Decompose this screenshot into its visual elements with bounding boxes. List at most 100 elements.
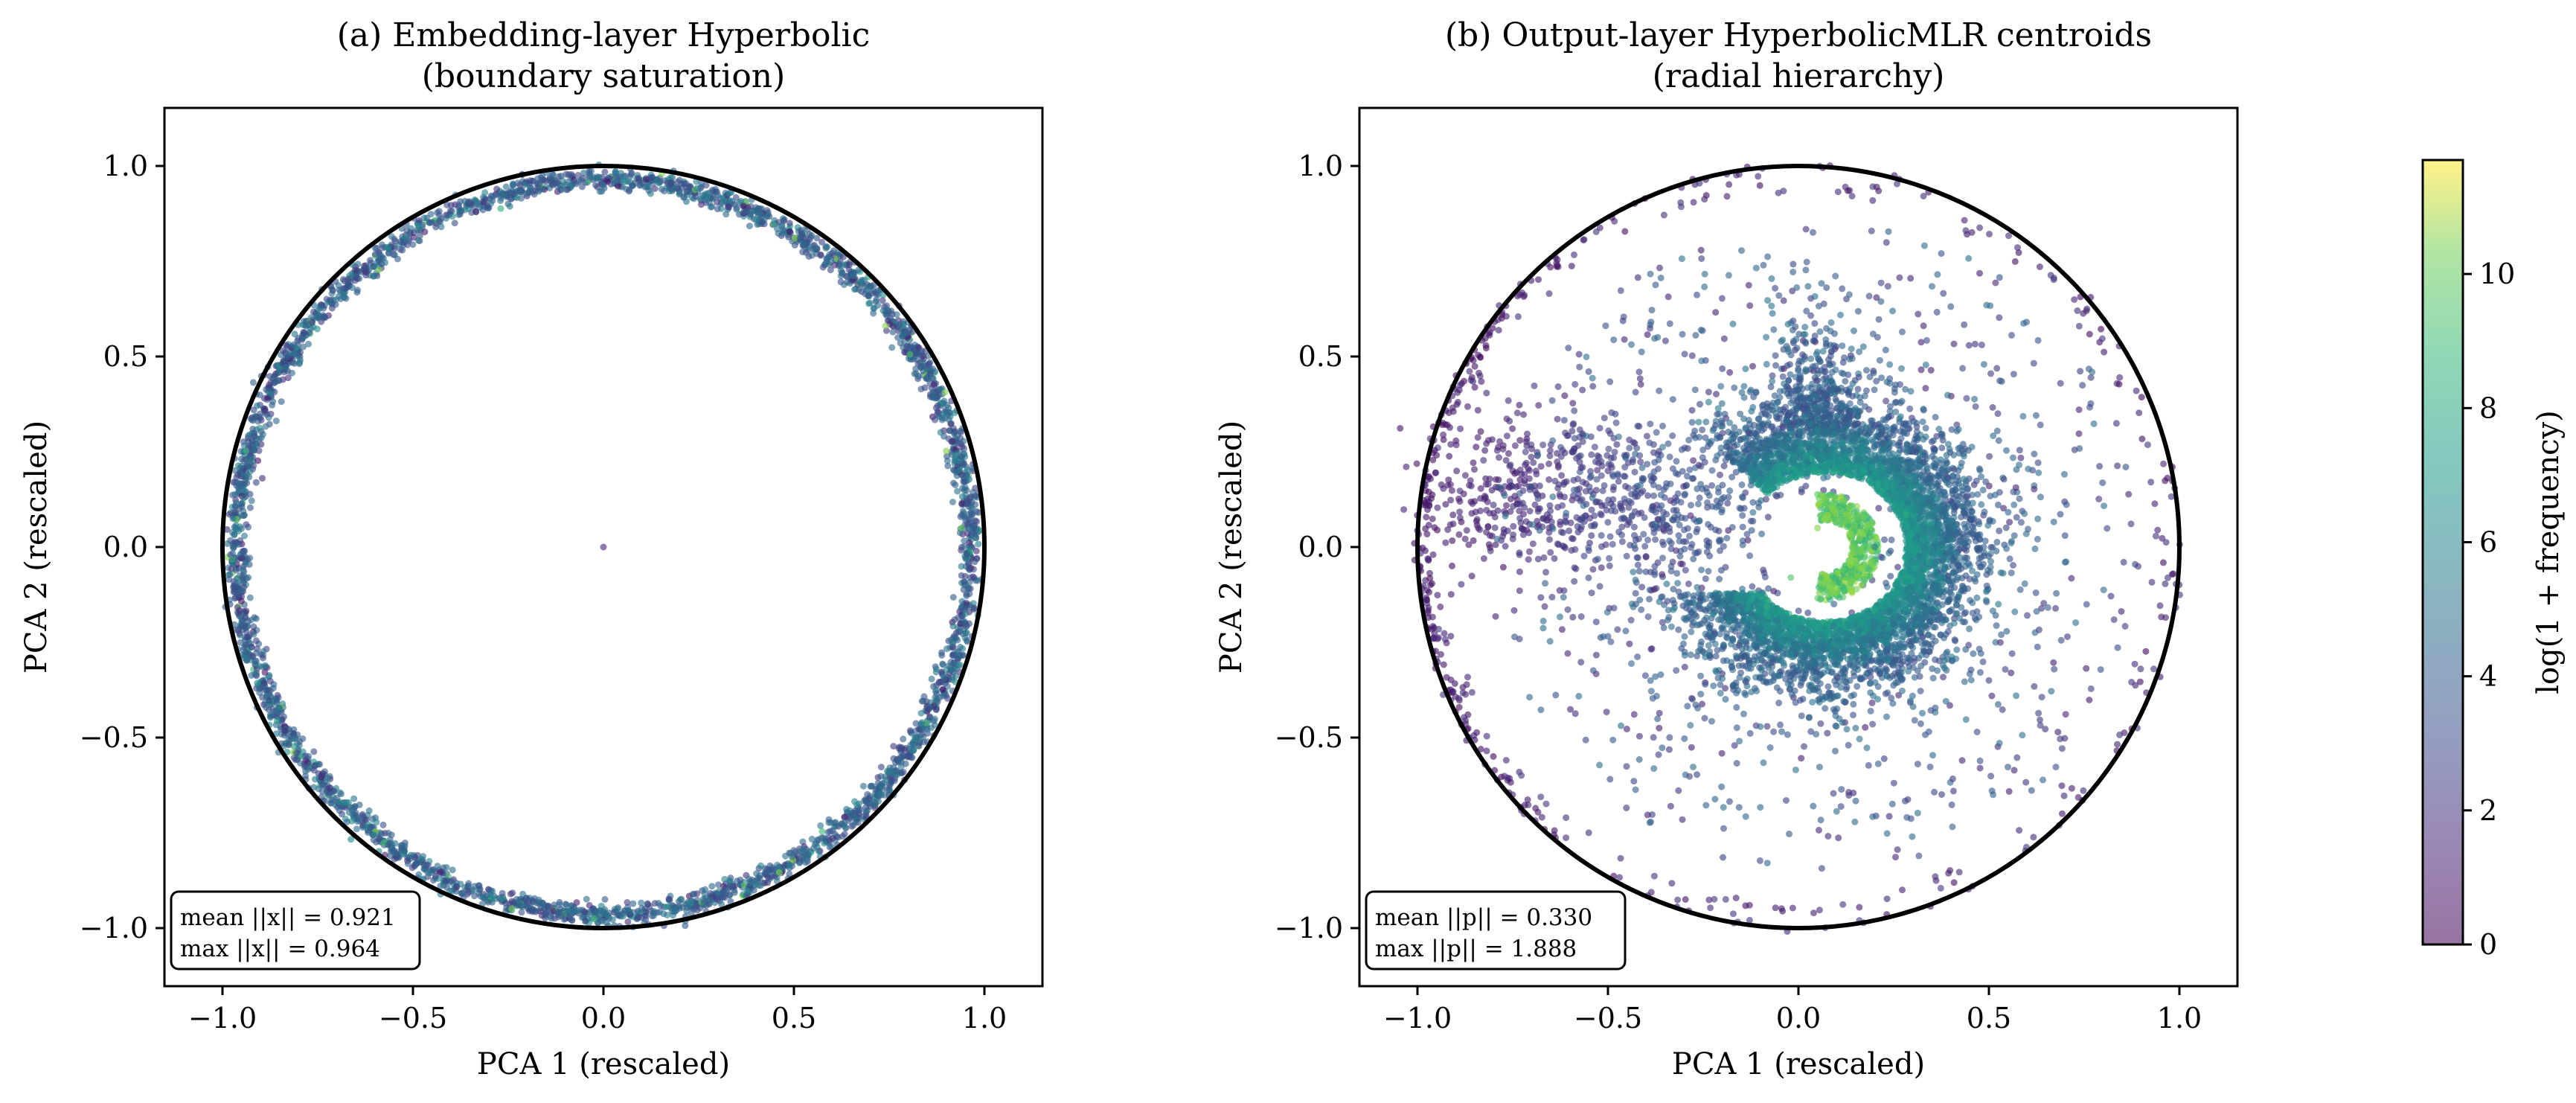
panel-a-point — [770, 220, 777, 228]
panel-b-point — [1642, 553, 1650, 560]
panel-b-point — [1491, 514, 1499, 521]
panel-b-point — [1909, 833, 1916, 840]
panel-a-point — [561, 911, 568, 918]
panel-a-point — [510, 899, 517, 907]
panel-b-point — [1716, 575, 1723, 583]
panel-b-point — [1762, 496, 1769, 503]
panel-b-point — [2063, 501, 2070, 508]
panel-b-point — [1429, 456, 1437, 464]
panel-b-point — [1650, 765, 1658, 773]
panel-b-point — [2080, 787, 2087, 794]
panel-b-point — [1606, 533, 1614, 540]
panel-b-point — [1432, 469, 1439, 476]
panel-a-point — [791, 241, 798, 249]
panel-a-point — [904, 329, 911, 336]
panel-b-point — [1894, 563, 1901, 571]
panel-b-point — [1676, 522, 1683, 528]
panel-a-point — [527, 177, 534, 185]
panel-b-point — [1483, 506, 1490, 514]
panel-b-point — [1537, 706, 1545, 714]
panel-b-point — [2087, 374, 2095, 381]
panel-a-point — [662, 904, 670, 910]
panel-b-point — [1725, 272, 1732, 279]
panel-a-point — [952, 482, 959, 489]
panel-b-point — [1601, 415, 1608, 422]
panel-b-point — [1520, 411, 1527, 418]
panel-b-point — [1528, 483, 1534, 490]
panel-b-point — [1660, 486, 1667, 493]
panel-a-point — [529, 897, 536, 904]
panel-a-point — [246, 632, 253, 639]
panel-a-point — [974, 577, 981, 584]
panel-b-point — [1778, 905, 1785, 912]
panel-b-point — [2101, 348, 2108, 356]
panel-a-point — [594, 183, 601, 191]
panel-a-point — [647, 174, 654, 182]
panel-b-point — [1506, 478, 1513, 485]
panel-a-point — [935, 413, 943, 421]
panel-b-point — [1537, 463, 1545, 470]
panel-a-point — [531, 907, 538, 914]
panel-b-point — [1694, 485, 1701, 493]
panel-a-point — [479, 206, 487, 214]
panel-b-point — [2151, 500, 2159, 508]
panel-b-point — [1625, 485, 1632, 492]
panel-a-point — [631, 179, 638, 187]
panel-a-point — [879, 297, 886, 304]
panel-a-point — [958, 511, 966, 519]
panel-a-point — [306, 764, 313, 771]
panel-b-point — [1486, 532, 1493, 539]
panel-b-point — [1708, 482, 1716, 489]
panel-a-point — [557, 185, 564, 193]
panel-a-point — [574, 171, 582, 179]
panel-a-point — [959, 651, 967, 659]
panel-b-point — [1925, 728, 1932, 735]
panel-a-point — [313, 325, 321, 333]
panel-b-point — [1470, 378, 1477, 386]
panel-b-point — [1647, 421, 1654, 428]
panel-a-point — [442, 878, 449, 886]
panel-a-point — [344, 818, 350, 825]
panel-a-point — [712, 185, 720, 193]
panel-b-point — [1701, 283, 1708, 290]
panel-b-point — [1446, 521, 1454, 528]
panel-a-point — [651, 900, 659, 907]
panel-b-point — [1430, 624, 1438, 631]
panel-b-point — [1540, 515, 1548, 522]
panel-b-point — [1865, 761, 1872, 769]
panel-a-point — [930, 702, 938, 709]
panel-b-point — [1444, 482, 1452, 489]
panel-a-point — [243, 607, 250, 615]
panel-a-point — [618, 170, 624, 177]
panel-b-point — [1865, 292, 1873, 300]
panel-a-point — [252, 615, 260, 622]
panel-a-point — [400, 241, 407, 249]
panel-b-point — [1571, 380, 1579, 388]
panel-b-point — [1449, 562, 1455, 569]
panel-b-point — [1531, 382, 1538, 389]
panel-a-point — [920, 697, 927, 705]
panel-a-point — [774, 861, 781, 869]
panel-b-point — [1632, 576, 1639, 584]
panel-a-point — [970, 522, 977, 529]
panel-a-point — [415, 217, 423, 224]
panel-a-point — [232, 584, 240, 591]
panel-b-point — [1678, 255, 1685, 263]
panel-a-point — [582, 917, 589, 924]
panel-b-point — [1659, 618, 1666, 626]
panel-b-point — [1955, 869, 1963, 876]
panel-b-point — [1623, 763, 1630, 770]
panel-b-point — [1549, 493, 1557, 500]
panel-a-point — [702, 182, 710, 189]
panel-a-point — [238, 616, 246, 624]
panel-b-point — [1995, 437, 2002, 444]
panel-a-point — [656, 908, 663, 915]
panel-a-point — [912, 720, 920, 727]
panel-a-point — [244, 556, 251, 563]
panel-b-point — [1618, 538, 1626, 546]
panel-a-point — [446, 207, 454, 214]
panel-b-point — [1605, 445, 1612, 453]
panel-b-point — [2015, 249, 2022, 256]
panel-b-point — [2002, 524, 2010, 531]
panel-a-point — [521, 181, 528, 188]
